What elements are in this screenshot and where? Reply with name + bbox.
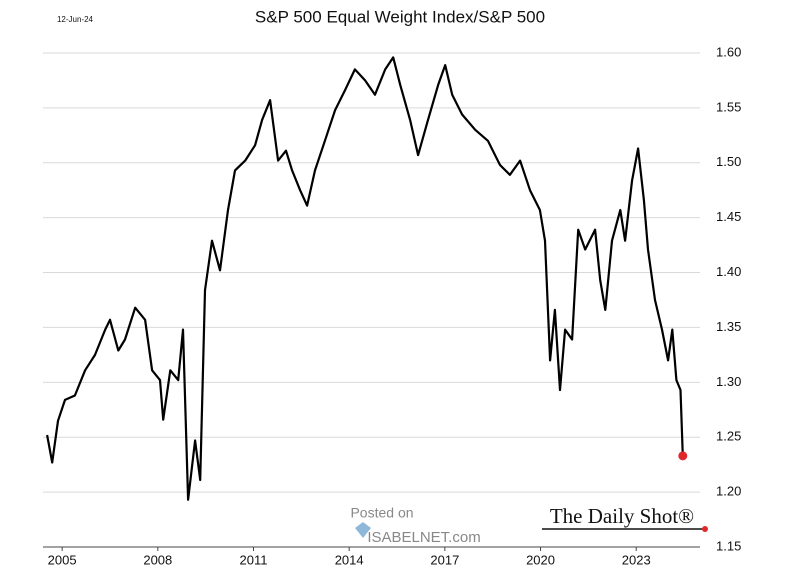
y-tick-label: 1.25 xyxy=(716,429,741,444)
y-tick-label: 1.50 xyxy=(716,154,741,169)
y-tick-label: 1.20 xyxy=(716,484,741,499)
watermark-icon xyxy=(355,522,371,538)
date-label: 12-Jun-24 xyxy=(57,15,94,24)
x-tick-label: 2014 xyxy=(335,552,364,567)
x-tick-label: 2005 xyxy=(48,552,77,567)
y-tick-label: 1.40 xyxy=(716,264,741,279)
y-tick-label: 1.45 xyxy=(716,209,741,224)
last-point xyxy=(678,451,688,461)
chart-title: S&P 500 Equal Weight Index/S&P 500 xyxy=(255,7,545,26)
y-tick-label: 1.15 xyxy=(716,538,741,553)
y-tick-label: 1.35 xyxy=(716,319,741,334)
x-tick-label: 2023 xyxy=(622,552,651,567)
x-tick-label: 2008 xyxy=(143,552,172,567)
x-tick-label: 2020 xyxy=(526,552,555,567)
watermark: ISABELNET.com xyxy=(367,529,480,546)
source-dot xyxy=(702,526,708,532)
line xyxy=(46,56,684,501)
source: The Daily Shot® xyxy=(550,504,694,528)
y-tick-label: 1.55 xyxy=(716,99,741,114)
x-tick-label: 2017 xyxy=(430,552,459,567)
y-tick-label: 1.60 xyxy=(716,44,741,59)
y-tick-label: 1.30 xyxy=(716,374,741,389)
x-tick-label: 2011 xyxy=(240,552,268,567)
watermark: Posted on xyxy=(350,505,413,521)
